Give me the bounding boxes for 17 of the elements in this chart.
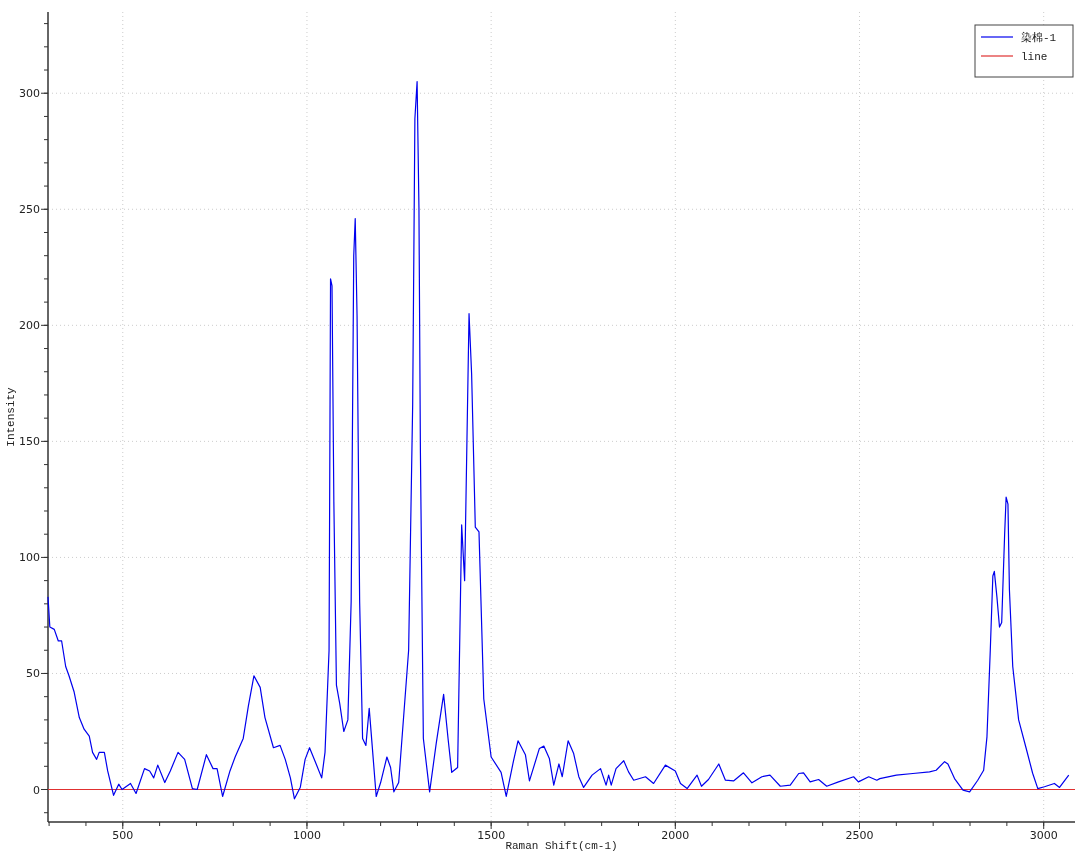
x-tick-label: 2000 (661, 829, 690, 842)
y-tick-label: 150 (19, 435, 40, 449)
y-tick-label: 300 (19, 87, 40, 101)
x-tick-label: 1500 (477, 829, 506, 842)
y-tick-label: 0 (33, 783, 40, 797)
x-tick-label: 3000 (1029, 829, 1058, 842)
legend-label: line (1021, 51, 1048, 63)
y-tick-label: 50 (26, 667, 40, 681)
y-tick-label: 200 (19, 319, 40, 333)
x-tick-label: 1000 (292, 829, 321, 842)
x-axis-title: Raman Shift(cm-1) (505, 840, 618, 852)
legend-label: 染棉-1 (1021, 31, 1057, 44)
y-axis-title: Intensity (5, 386, 17, 447)
x-tick-label: 2500 (845, 829, 874, 842)
y-tick-label: 250 (19, 203, 40, 217)
y-tick-label: 100 (19, 551, 40, 565)
x-tick-label: 500 (112, 829, 134, 842)
